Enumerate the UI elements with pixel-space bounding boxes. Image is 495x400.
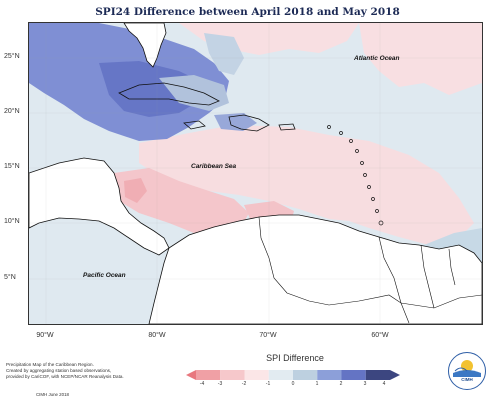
blue-zone-hispaniola — [214, 113, 257, 131]
legend-tick: 4 — [382, 381, 386, 387]
map-credit: CIMH June 2018 — [36, 392, 69, 397]
lat-label-25n: 25°N — [4, 53, 20, 60]
lon-label-60w: 60°W — [371, 332, 389, 339]
lon-label-80w: 80°W — [148, 332, 166, 339]
lat-label-5n: 5°N — [4, 274, 16, 281]
pink-zone-darker — [124, 178, 147, 203]
map-frame — [28, 22, 483, 325]
legend-tick: -4 — [199, 381, 205, 387]
lat-label-15n: 15°N — [4, 163, 20, 170]
pink-zone-caribbean — [139, 125, 474, 245]
lat-label-20n: 20°N — [4, 108, 20, 115]
land-jamaica — [183, 120, 206, 130]
cimh-logo: CIMH — [448, 352, 486, 390]
caribbean-sea-label: Caribbean Sea — [191, 163, 237, 170]
legend-swatch — [220, 370, 245, 380]
atlantic-ocean-label: Atlantic Ocean — [354, 55, 400, 62]
footnote-line: provided by CariCOF, with NCEP/NCAR Rean… — [6, 374, 124, 379]
legend-swatch — [365, 370, 390, 380]
map-grid — [29, 23, 482, 324]
border-suriname-french-guiana — [448, 248, 456, 286]
footnote-line: Precipitation Map of the Caribbean Regio… — [6, 362, 94, 367]
legend-swatch — [317, 370, 342, 380]
legend-title: SPI Difference — [266, 353, 324, 363]
legend-swatch — [293, 370, 318, 380]
legend-swatch — [244, 370, 269, 380]
pink-zone-central-america — [114, 168, 249, 238]
legend-colorbar — [186, 370, 400, 380]
footnote-line: Created by aggregating station based obs… — [6, 368, 112, 373]
blue-zone-cuba-light — [159, 75, 229, 111]
lat-label-10n: 10°N — [4, 218, 20, 225]
border-venezuela-guyana — [378, 236, 410, 324]
legend-swatch — [268, 370, 293, 380]
lon-label-90w: 90°W — [36, 332, 54, 339]
land-hispaniola — [228, 114, 270, 132]
pink-zone-atlantic-east — [359, 23, 482, 95]
cimh-logo-icon — [453, 360, 481, 377]
legend-tick: -3 — [217, 381, 223, 387]
land-central-america — [29, 157, 170, 256]
blue-zone-gulf-inner — [99, 61, 204, 117]
legend-tick: -2 — [241, 381, 247, 387]
logo-text: CIMH — [461, 377, 473, 382]
lon-label-70w: 70°W — [259, 332, 277, 339]
legend-tick: -1 — [265, 381, 271, 387]
border-colombia-venezuela — [258, 216, 330, 306]
border-guyana-suriname — [420, 244, 435, 309]
legend-tick: 2 — [339, 381, 343, 387]
legend-arrow-right — [390, 370, 400, 380]
map-footnote: Precipitation Map of the Caribbean Regio… — [6, 362, 166, 380]
land-florida — [123, 23, 167, 68]
legend-swatch — [196, 370, 221, 380]
legend-tick: 3 — [363, 381, 367, 387]
blue-zone-bahamas — [204, 33, 244, 75]
legend-tick: 1 — [315, 381, 319, 387]
land-south-america — [148, 214, 482, 324]
legend-tick: 0 — [291, 381, 295, 387]
pacific-ocean-label: Pacific Ocean — [83, 272, 126, 279]
legend-arrow-left — [186, 370, 196, 380]
land-cuba — [118, 82, 220, 106]
spi-map — [29, 23, 482, 324]
land-puerto-rico — [278, 123, 296, 131]
legend-swatch — [341, 370, 366, 380]
map-title: SPI24 Difference between April 2018 and … — [95, 6, 400, 18]
border-brazil — [328, 294, 482, 309]
